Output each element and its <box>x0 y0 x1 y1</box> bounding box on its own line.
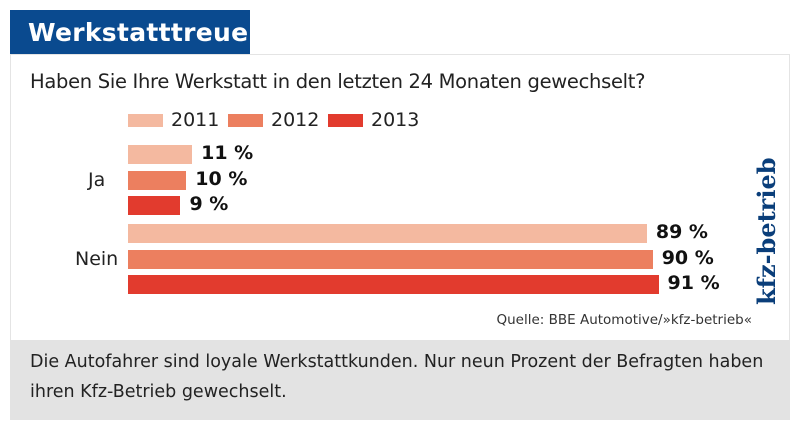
caption-text: Die Autofahrer sind loyale Werkstattkund… <box>30 352 764 402</box>
source-note: Quelle: BBE Automotive/»kfz-betrieb« <box>496 312 752 328</box>
category-label-nein: Nein <box>75 248 119 270</box>
bar-ja-2012 <box>128 170 187 190</box>
data-label: 9 % <box>189 193 229 215</box>
legend-swatch <box>228 113 263 127</box>
data-label: 11 % <box>201 142 254 164</box>
title-banner <box>10 10 250 55</box>
legend-swatch <box>328 113 363 127</box>
legend-swatch <box>128 113 163 127</box>
data-label: 90 % <box>661 246 714 269</box>
category-label-ja: Ja <box>88 169 106 191</box>
chart-title: Haben Sie Ihre Werkstatt in den letzten … <box>30 70 646 93</box>
data-label: 91 % <box>667 272 720 294</box>
data-label: 89 % <box>655 221 708 243</box>
page-title: Werkstatttreue <box>28 18 249 47</box>
bar-nein-2012 <box>128 249 653 269</box>
legend-label: 2012 <box>271 109 320 131</box>
legend-item-2012: 2012 <box>228 109 320 131</box>
legend-label: 2011 <box>171 109 220 131</box>
caption-box: Die Autofahrer sind loyale Werkstattkund… <box>10 340 790 420</box>
bar-nein-2013 <box>128 275 659 294</box>
bar-nein-2011 <box>128 224 647 243</box>
legend-item-2011: 2011 <box>128 109 220 131</box>
bar-ja-2011 <box>128 145 193 164</box>
watermark-logo: kfz-betrieb <box>752 157 781 306</box>
legend-item-2013: 2013 <box>328 109 420 131</box>
legend-label: 2013 <box>371 109 420 131</box>
chart-panel <box>10 54 790 341</box>
bar-ja-2013 <box>128 196 181 215</box>
data-label: 10 % <box>195 167 248 190</box>
